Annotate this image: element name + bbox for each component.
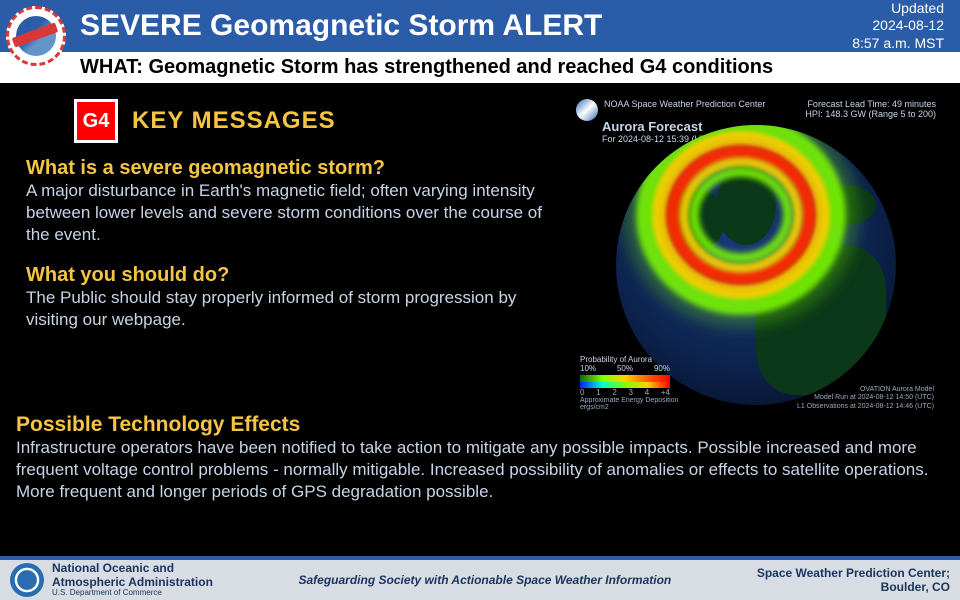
q2-title: What you should do? — [26, 264, 562, 287]
noaa-logo-icon — [10, 563, 44, 597]
q2-body: The Public should stay properly informed… — [26, 287, 562, 331]
footer-org-line2: Atmospheric Administration — [52, 576, 213, 589]
footer-org-line1: National Oceanic and — [52, 562, 213, 575]
updated-label: Updated — [852, 0, 944, 17]
footer-center: Space Weather Prediction Center; — [757, 566, 950, 580]
footer-bar: National Oceanic and Atmospheric Adminis… — [0, 556, 960, 600]
energy-tick-5: +4 — [661, 388, 670, 397]
key-messages-title: KEY MESSAGES — [132, 107, 336, 135]
probability-legend: Probability of Aurora 10% 50% 90% — [580, 355, 670, 383]
right-column: NOAA Space Weather Prediction Center For… — [572, 93, 946, 417]
nws-logo — [6, 6, 66, 66]
g4-badge: G4 — [74, 99, 118, 143]
energy-tick-0: 0 — [580, 388, 584, 397]
energy-tick-2: 2 — [612, 388, 616, 397]
question-block-1: What is a severe geomagnetic storm? A ma… — [14, 157, 562, 246]
footer-org-line3: U.S. Department of Commerce — [52, 589, 213, 598]
energy-label: Approximate Energy Deposition — [580, 397, 678, 404]
aurora-forecast-panel: NOAA Space Weather Prediction Center For… — [572, 97, 940, 417]
model-info: OVATION Aurora Model Model Run at 2024-0… — [797, 386, 934, 411]
prob-legend-label: Probability of Aurora — [580, 355, 670, 364]
forecast-hpi: HPI: 148.3 GW (Range 5 to 200) — [805, 109, 936, 119]
model-line1: OVATION Aurora Model — [797, 386, 934, 394]
tech-body: Infrastructure operators have been notif… — [16, 437, 944, 503]
model-line2: Model Run at 2024-08-12 14:50 (UTC) — [797, 394, 934, 402]
footer-center-info: Space Weather Prediction Center; Boulder… — [757, 566, 950, 595]
energy-tick-3: 3 — [629, 388, 633, 397]
what-subheader: WHAT: Geomagnetic Storm has strengthened… — [0, 52, 960, 83]
header-bar: SEVERE Geomagnetic Storm ALERT Updated 2… — [0, 0, 960, 52]
updated-block: Updated 2024-08-12 8:57 a.m. MST — [852, 0, 952, 52]
question-block-2: What you should do? The Public should st… — [14, 264, 562, 331]
footer-location: Boulder, CO — [757, 580, 950, 594]
updated-date: 2024-08-12 — [852, 17, 944, 35]
energy-tick-4: 4 — [645, 388, 649, 397]
main-content: G4 KEY MESSAGES What is a severe geomagn… — [0, 83, 960, 417]
updated-time: 8:57 a.m. MST — [852, 35, 944, 53]
q1-title: What is a severe geomagnetic storm? — [26, 157, 562, 180]
prob-tick-0: 10% — [580, 364, 596, 373]
alert-title: SEVERE Geomagnetic Storm ALERT — [80, 9, 852, 43]
key-messages-row: G4 KEY MESSAGES — [74, 99, 562, 143]
q1-body: A major disturbance in Earth's magnetic … — [26, 180, 562, 246]
forecast-org: NOAA Space Weather Prediction Center — [576, 99, 765, 119]
prob-tick-1: 50% — [617, 364, 633, 373]
model-line3: L1 Observations at 2024-08-12 14:46 (UTC… — [797, 403, 934, 411]
footer-tagline: Safeguarding Society with Actionable Spa… — [213, 573, 757, 587]
energy-legend: 0 1 2 3 4 +4 Approximate Energy Depositi… — [580, 382, 678, 411]
noaa-badge-icon — [576, 99, 598, 121]
energy-tick-1: 1 — [596, 388, 600, 397]
forecast-lead-time: Forecast Lead Time: 49 minutes — [807, 99, 936, 109]
prob-tick-2: 90% — [654, 364, 670, 373]
technology-effects: Possible Technology Effects Infrastructu… — [0, 413, 960, 503]
left-column: G4 KEY MESSAGES What is a severe geomagn… — [14, 93, 562, 417]
energy-unit: ergs/cm2 — [580, 404, 678, 411]
forecast-top-row: NOAA Space Weather Prediction Center For… — [572, 97, 940, 121]
footer-org: National Oceanic and Atmospheric Adminis… — [52, 562, 213, 597]
